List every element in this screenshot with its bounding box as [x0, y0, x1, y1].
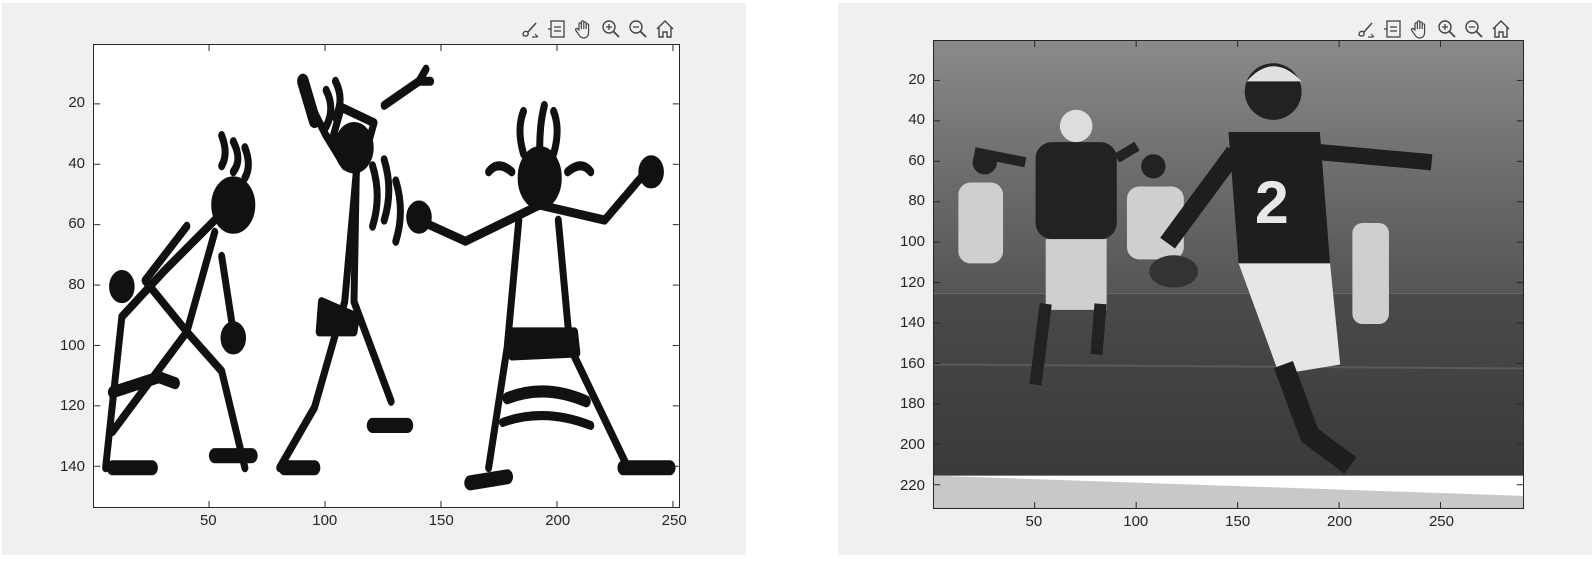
figure-window-left: 20 40 60 80 100 120 140 50 100 150 200 250 — [2, 3, 746, 555]
zoom-out-icon[interactable] — [1462, 17, 1486, 41]
x-tick-label: 150 — [428, 512, 454, 529]
axes-left[interactable] — [93, 44, 680, 508]
y-tick-label: 80 — [68, 276, 85, 294]
stick-figure-dancers-image — [102, 64, 676, 491]
y-tick-label: 200 — [899, 436, 925, 454]
y-tick-label: 20 — [908, 70, 925, 88]
axes-toolbar — [1354, 17, 1513, 41]
x-tick-label: 50 — [199, 512, 217, 529]
x-tick-label: 150 — [1225, 513, 1251, 530]
data-tips-icon[interactable] — [545, 17, 569, 41]
brush-icon[interactable] — [518, 17, 542, 41]
y-tick-label: 120 — [59, 397, 85, 415]
y-tick-label: 140 — [59, 458, 85, 476]
pan-hand-icon[interactable] — [572, 17, 596, 41]
home-icon[interactable] — [1489, 17, 1513, 41]
y-tick-label: 80 — [908, 192, 925, 210]
y-tick-label: 60 — [68, 215, 85, 233]
home-icon[interactable] — [653, 17, 677, 41]
zoom-out-icon[interactable] — [626, 17, 650, 41]
data-tips-icon[interactable] — [1381, 17, 1405, 41]
x-tick-label: 200 — [545, 512, 571, 529]
y-tick-label: 140 — [899, 314, 925, 332]
x-tick-label: 100 — [312, 512, 338, 529]
x-tick-label: 250 — [1428, 513, 1454, 530]
figure-window-right: 2 20 40 60 80 100 120 140 160 180 200 220 50 100 150 2… — [838, 3, 1592, 555]
pan-hand-icon[interactable] — [1408, 17, 1432, 41]
axes-toolbar — [518, 17, 677, 41]
y-tick-label: 100 — [59, 336, 85, 354]
y-tick-label: 160 — [899, 354, 925, 372]
y-tick-label: 40 — [908, 111, 925, 129]
x-tick-label: 100 — [1123, 513, 1149, 530]
y-tick-label: 40 — [68, 154, 85, 172]
y-tick-label: 20 — [68, 94, 85, 112]
zoom-in-icon[interactable] — [599, 17, 623, 41]
axes-right[interactable]: 2 — [933, 40, 1524, 509]
svg-text:2: 2 — [1255, 168, 1289, 236]
brush-icon[interactable] — [1354, 17, 1378, 41]
zoom-in-icon[interactable] — [1435, 17, 1459, 41]
y-tick-label: 220 — [899, 476, 925, 494]
x-tick-label: 200 — [1327, 513, 1353, 530]
x-tick-label: 50 — [1025, 513, 1043, 530]
y-tick-label: 120 — [899, 273, 925, 291]
football-players-photo: 2 — [934, 41, 1523, 508]
y-tick-label: 100 — [899, 233, 925, 250]
y-tick-label: 60 — [908, 151, 925, 169]
y-tick-label: 180 — [899, 395, 925, 413]
x-tick-label: 250 — [661, 512, 687, 529]
